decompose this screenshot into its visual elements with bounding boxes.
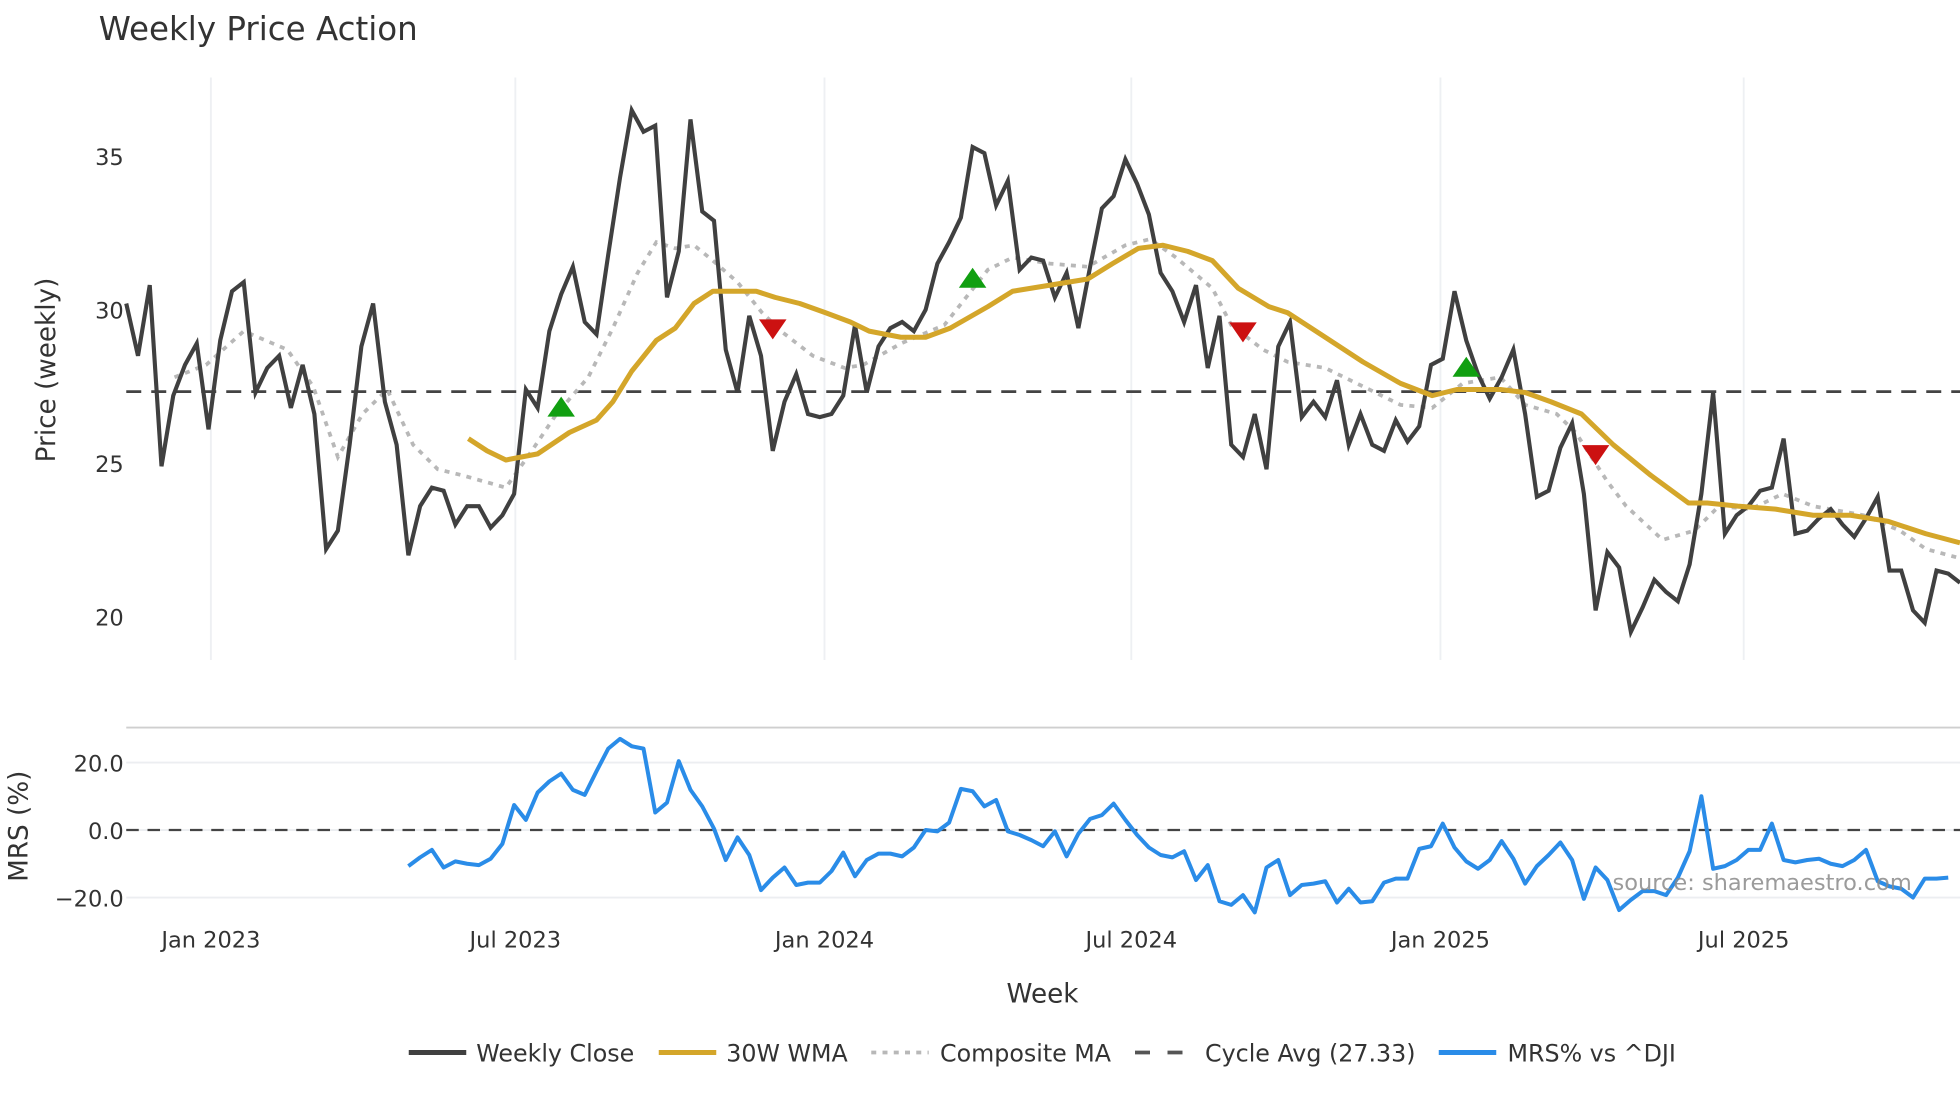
signal-markers: [547, 267, 1610, 466]
x-tick-label: Jan 2025: [1389, 928, 1490, 954]
mrs-y-tick-label: 20.0: [74, 751, 124, 777]
legend-label: Composite MA: [940, 1039, 1112, 1067]
legend-item-weekly-close[interactable]: Weekly Close: [408, 1039, 634, 1067]
mrs-line: [407, 736, 1949, 915]
legend-item-wma[interactable]: 30W WMA: [658, 1039, 849, 1067]
legend-item-cycle-avg[interactable]: Cycle Avg (27.33): [1135, 1039, 1416, 1067]
x-tick-label: Jul 2023: [468, 928, 562, 954]
sell-signal-down-triangle-icon: [1581, 445, 1610, 466]
x-tick-label: Jul 2025: [1696, 928, 1790, 954]
wma-30w-line: [467, 242, 1960, 546]
weekly-close-line: [124, 104, 1960, 639]
legend-item-composite-ma[interactable]: Composite MA: [871, 1039, 1112, 1067]
x-tick-label: Jul 2024: [1084, 928, 1178, 954]
price-y-ticks: 20 25 30 35: [95, 145, 124, 631]
legend-item-mrs[interactable]: MRS% vs ^DJI: [1438, 1039, 1676, 1067]
mrs-y-ticks: 20.0 0.0 −20.0: [55, 751, 124, 912]
composite-ma-line: [173, 237, 1960, 561]
price-y-tick-label: 20: [95, 605, 124, 631]
sell-signal-down-triangle-icon: [1229, 322, 1257, 343]
legend-label: 30W WMA: [726, 1039, 848, 1067]
mrs-y-tick-label: −20.0: [55, 886, 124, 912]
mrs-gridlines: [126, 761, 1960, 899]
price-gridlines: [209, 77, 1745, 661]
mrs-y-tick-label: 0.0: [88, 819, 124, 845]
buy-signal-up-triangle-icon: [547, 396, 575, 417]
price-y-tick-label: 30: [95, 298, 124, 324]
sell-signal-down-triangle-icon: [759, 319, 787, 340]
legend-label: MRS% vs ^DJI: [1508, 1039, 1676, 1067]
x-axis-title: Week: [1007, 980, 1080, 1010]
watermark: source: sharemaestro.com: [1613, 870, 1912, 896]
buy-signal-up-triangle-icon: [958, 267, 987, 288]
price-y-axis-title: Price (weekly): [32, 278, 62, 463]
x-tick-label: Jan 2023: [159, 928, 260, 954]
legend-label: Cycle Avg (27.33): [1205, 1039, 1416, 1067]
x-tick-label: Jan 2024: [773, 928, 874, 954]
buy-signal-up-triangle-icon: [1452, 356, 1481, 377]
x-ticks: Jan 2023 Jul 2023 Jan 2024 Jul 2024 Jan 2025…: [159, 928, 1789, 954]
legend: Weekly Close 30W WMA Composite MA Cycle …: [408, 1039, 1676, 1067]
legend-label: Weekly Close: [476, 1039, 634, 1067]
mrs-y-axis-title: MRS (%): [5, 771, 35, 882]
price-y-tick-label: 25: [95, 452, 124, 478]
chart-title: Weekly Price Action: [99, 10, 418, 48]
price-y-tick-label: 35: [95, 145, 124, 171]
